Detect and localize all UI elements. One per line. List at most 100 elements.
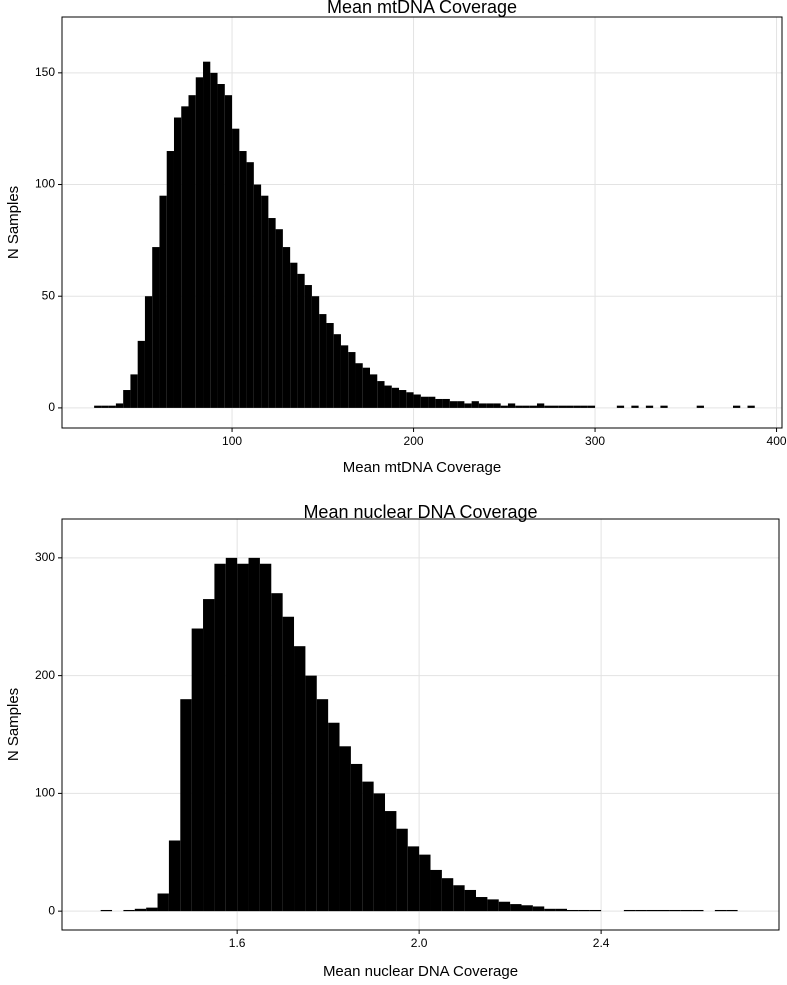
bar: [340, 345, 349, 408]
bar: [580, 405, 588, 408]
bar: [203, 599, 215, 912]
bar: [441, 878, 454, 912]
bar: [248, 557, 260, 912]
bar: [144, 296, 153, 408]
bar: [304, 285, 312, 408]
bar: [355, 363, 363, 408]
bar: [726, 909, 738, 912]
chart-title: Mean mtDNA Coverage: [327, 0, 517, 17]
bar: [290, 262, 298, 408]
bar: [413, 394, 421, 408]
bar: [507, 403, 516, 408]
bar: [180, 699, 192, 912]
bar: [282, 247, 291, 408]
bar: [195, 77, 204, 408]
bar: [214, 563, 226, 912]
x-tick-label: 300: [585, 434, 605, 448]
bar: [478, 403, 487, 408]
y-axis-title: N Samples: [5, 688, 22, 761]
bar: [350, 763, 363, 912]
x-tick-label: 2.4: [593, 936, 610, 950]
bar: [246, 162, 254, 408]
bar: [532, 906, 545, 912]
bar: [692, 909, 704, 912]
y-tick-label: 100: [35, 177, 55, 191]
bar: [152, 247, 160, 408]
bar: [348, 352, 356, 408]
bar: [377, 381, 385, 408]
bar: [498, 901, 511, 912]
bar: [544, 908, 556, 912]
chart-title: Mean nuclear DNA Coverage: [303, 502, 537, 522]
bar: [522, 405, 530, 408]
bar: [130, 374, 138, 408]
bar: [406, 392, 414, 408]
bar: [362, 781, 374, 912]
bar: [464, 403, 472, 408]
bar: [669, 909, 681, 912]
bar: [428, 396, 436, 408]
bar: [457, 401, 465, 408]
bar: [134, 908, 147, 912]
bar: [476, 897, 488, 912]
bar: [123, 390, 131, 408]
bar: [384, 385, 392, 408]
y-axis-title: N Samples: [5, 186, 22, 259]
x-tick-label: 100: [222, 434, 242, 448]
bar: [268, 218, 276, 408]
bar: [747, 405, 755, 408]
panel-border: [61, 16, 783, 429]
bar: [529, 405, 537, 408]
bar: [311, 296, 320, 408]
bar: [399, 390, 407, 408]
bar: [316, 699, 329, 912]
bar: [657, 909, 670, 912]
bar: [261, 195, 269, 408]
bar: [732, 405, 741, 408]
bar: [578, 909, 590, 912]
bar: [115, 403, 124, 408]
bar: [94, 405, 102, 408]
bar: [430, 869, 442, 912]
bar: [370, 374, 378, 408]
panel-border: [61, 518, 780, 931]
bar: [101, 405, 109, 408]
bar: [385, 811, 397, 912]
bar: [305, 675, 317, 912]
y-tick-label: 0: [48, 903, 55, 917]
bar: [587, 405, 596, 408]
bar: [696, 405, 704, 408]
bar: [188, 95, 196, 408]
bar: [259, 563, 272, 912]
bar: [168, 840, 181, 912]
bar: [510, 904, 522, 912]
bar: [217, 84, 225, 408]
bar: [493, 403, 501, 408]
bar: [203, 61, 211, 408]
bar: [339, 746, 351, 912]
bar: [487, 899, 499, 912]
bar: [555, 908, 567, 912]
bar: [191, 628, 204, 912]
bar: [166, 151, 174, 408]
bar: [464, 889, 477, 912]
bar: [435, 398, 443, 408]
y-tick-label: 0: [48, 400, 55, 414]
bar: [253, 184, 262, 408]
bar: [391, 387, 400, 408]
bar: [471, 401, 479, 408]
x-tick-label: 200: [404, 434, 424, 448]
bar: [420, 396, 429, 408]
bar: [100, 909, 113, 912]
bar: [544, 405, 552, 408]
bar: [275, 229, 283, 408]
bar: [173, 117, 182, 408]
bar: [239, 151, 247, 408]
bar: [449, 401, 458, 408]
bar: [680, 909, 693, 912]
bar: [521, 905, 533, 912]
bar: [224, 95, 233, 408]
bar: [646, 909, 658, 912]
bar: [181, 106, 189, 408]
